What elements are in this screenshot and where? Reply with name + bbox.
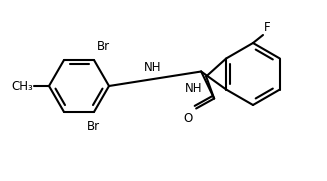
Text: Br: Br [86, 120, 99, 133]
Text: NH: NH [144, 61, 162, 74]
Text: NH: NH [185, 83, 202, 96]
Text: F: F [264, 21, 271, 34]
Text: O: O [183, 113, 192, 125]
Text: CH₃: CH₃ [11, 79, 33, 92]
Text: Br: Br [97, 40, 110, 53]
